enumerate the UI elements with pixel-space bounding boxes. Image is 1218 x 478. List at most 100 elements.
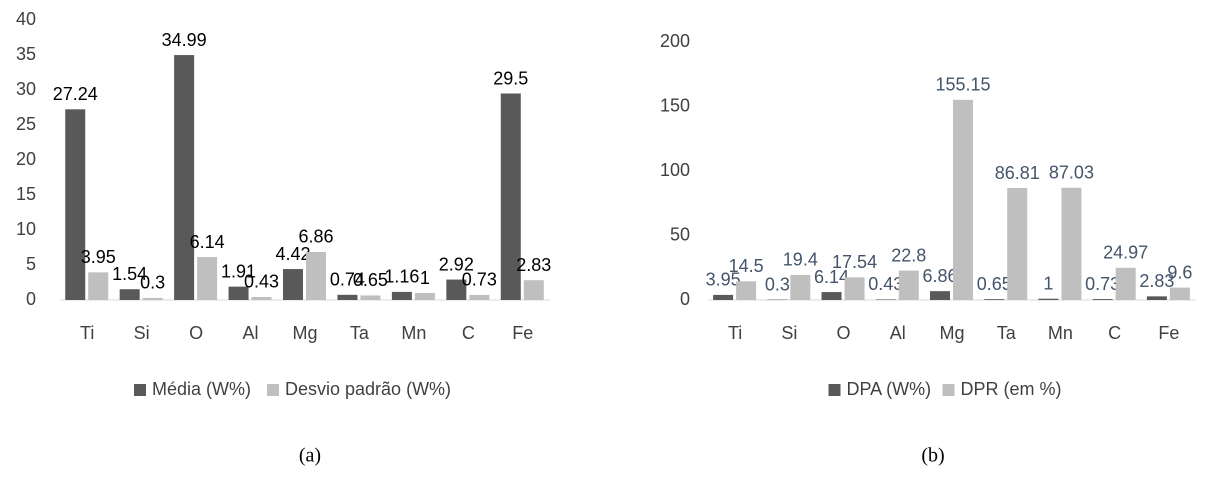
- bar: [1115, 267, 1136, 300]
- data-label: 14.5: [729, 256, 764, 276]
- data-label: 19.4: [783, 250, 818, 270]
- legend-swatch: [942, 384, 955, 396]
- bar: [984, 299, 1005, 300]
- caption: (a): [299, 445, 321, 467]
- bar: [500, 93, 521, 300]
- bar: [283, 269, 303, 300]
- bar: [790, 274, 811, 300]
- bar: [953, 99, 973, 300]
- x-tick-label: Mg: [939, 323, 964, 343]
- bar: [523, 280, 544, 300]
- bar: [174, 55, 195, 300]
- x-tick-label: C: [1108, 323, 1121, 343]
- bar: [65, 109, 86, 300]
- data-label: 2.83: [516, 255, 551, 275]
- y-tick-label: 30: [16, 79, 36, 99]
- legend-label: DPR (em %): [961, 379, 1062, 399]
- bar: [1169, 287, 1190, 300]
- data-label: 4.42: [275, 244, 310, 264]
- y-tick-label: 40: [16, 9, 36, 29]
- data-label: 6.14: [190, 232, 225, 252]
- bar: [875, 299, 896, 300]
- x-tick-label: Mg: [292, 323, 317, 343]
- bar: [1092, 299, 1113, 300]
- bar: [1146, 296, 1167, 300]
- x-tick-label: Ti: [80, 323, 94, 343]
- x-tick-label: Fe: [1158, 323, 1179, 343]
- bar: [1061, 187, 1082, 300]
- x-tick-label: Ta: [350, 323, 370, 343]
- x-tick-label: Mn: [401, 323, 426, 343]
- y-tick-label: 0: [680, 289, 690, 309]
- data-label: 6.86: [922, 266, 957, 286]
- x-tick-label: O: [189, 323, 203, 343]
- y-tick-label: 25: [16, 114, 36, 134]
- data-label: 22.8: [891, 245, 926, 265]
- data-label: 17.54: [832, 252, 877, 272]
- bar: [736, 281, 757, 300]
- data-label: 34.99: [162, 30, 207, 50]
- data-label: 1.16: [384, 267, 419, 287]
- bar: [469, 294, 490, 300]
- bar: [142, 297, 163, 300]
- bar: [391, 291, 412, 300]
- data-label: 27.24: [53, 84, 98, 104]
- bar: [88, 272, 109, 300]
- data-label: 155.15: [935, 75, 990, 95]
- data-label: 24.97: [1103, 243, 1148, 263]
- data-label: 1: [1043, 273, 1053, 293]
- bar: [251, 296, 272, 300]
- x-tick-label: Mn: [1048, 323, 1073, 343]
- bar: [360, 295, 381, 300]
- legend-label: DPA (W%): [847, 379, 932, 399]
- data-label: 87.03: [1049, 162, 1094, 182]
- x-tick-label: Ta: [997, 323, 1017, 343]
- x-tick-label: Fe: [512, 323, 533, 343]
- data-label: 0.74: [330, 270, 365, 290]
- x-tick-label: Si: [781, 323, 797, 343]
- bar: [446, 279, 467, 300]
- y-tick-label: 15: [16, 184, 36, 204]
- bar: [844, 277, 865, 300]
- bar: [930, 291, 950, 300]
- bar: [414, 293, 435, 300]
- bar: [119, 289, 140, 300]
- x-tick-label: Ti: [728, 323, 742, 343]
- legend-label: Média (W%): [152, 379, 251, 399]
- data-label: 29.5: [493, 68, 528, 88]
- data-label: 9.6: [1167, 262, 1192, 282]
- data-label: 6.86: [298, 227, 333, 247]
- data-label: 3.95: [706, 270, 741, 290]
- bar: [821, 292, 842, 300]
- data-label: 6.14: [814, 267, 849, 287]
- y-tick-label: 100: [660, 160, 690, 180]
- data-label: 3.95: [81, 247, 116, 267]
- data-label: 0.3: [765, 274, 790, 294]
- data-label: 0.43: [868, 274, 903, 294]
- x-tick-label: C: [462, 323, 475, 343]
- data-label: 0.73: [462, 270, 497, 290]
- legend-swatch: [267, 384, 279, 396]
- x-tick-label: Si: [134, 323, 150, 343]
- data-label: 1.91: [221, 261, 256, 281]
- data-label: 0.3: [140, 273, 165, 293]
- caption: (b): [921, 445, 944, 467]
- bar: [306, 251, 326, 300]
- x-tick-label: Al: [243, 323, 259, 343]
- bar: [197, 257, 218, 300]
- data-label: 2.83: [1139, 271, 1174, 291]
- data-label: 86.81: [995, 163, 1040, 183]
- data-label: 0.65: [353, 270, 388, 290]
- x-tick-label: Al: [890, 323, 906, 343]
- bar: [228, 286, 249, 300]
- bar: [337, 294, 358, 300]
- y-tick-label: 35: [16, 44, 36, 64]
- legend-swatch: [828, 384, 841, 396]
- y-tick-label: 0: [26, 289, 36, 309]
- legend-swatch: [134, 384, 146, 396]
- y-tick-label: 150: [660, 95, 690, 115]
- data-label: 0.65: [977, 274, 1012, 294]
- y-tick-label: 20: [16, 149, 36, 169]
